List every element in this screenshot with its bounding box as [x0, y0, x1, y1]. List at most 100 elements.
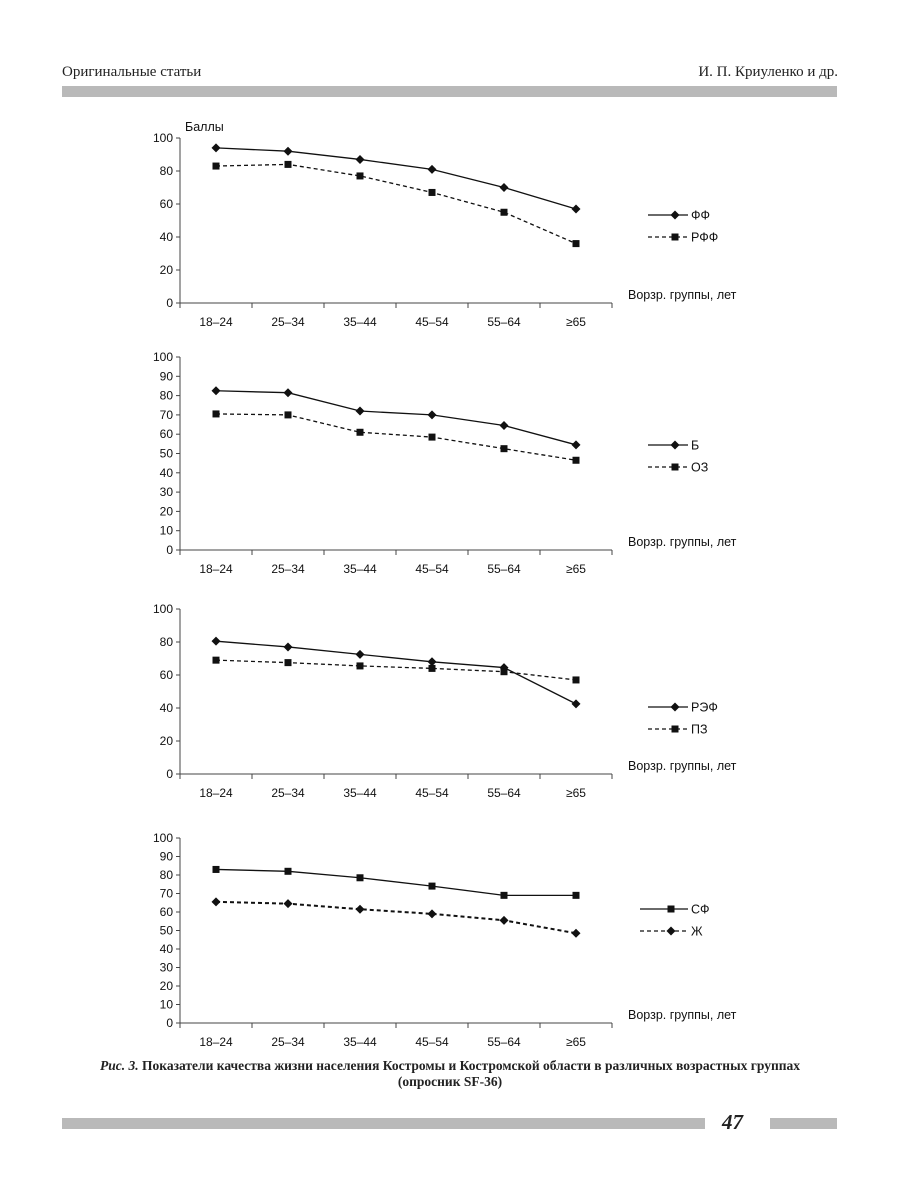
y-tick-label: 60	[160, 905, 174, 919]
x-tick-label: 35–44	[343, 786, 377, 800]
x-tick-label: ≥65	[566, 786, 586, 800]
x-tick-label: 18–24	[199, 786, 233, 800]
y-tick-label: 0	[166, 1016, 173, 1030]
x-tick-label: 55–64	[487, 562, 521, 576]
y-tick-label: 80	[160, 635, 174, 649]
x-tick-label: 45–54	[415, 1035, 449, 1049]
x-axis-label: Ворзр. группы, лет	[628, 1008, 737, 1022]
x-tick-label: 35–44	[343, 1035, 377, 1049]
y-tick-label: 10	[160, 524, 174, 538]
y-tick-label: 100	[153, 602, 173, 616]
data-point-РФФ	[284, 160, 292, 168]
y-tick-label: 20	[160, 734, 174, 748]
y-tick-label: 90	[160, 369, 174, 383]
y-tick-label: 40	[160, 701, 174, 715]
series-line-Ж	[215, 900, 577, 935]
legend-marker-СФ	[667, 905, 675, 913]
data-point-Ж	[427, 909, 437, 919]
data-point-Ж	[211, 897, 221, 907]
legend-marker-ПЗ	[671, 725, 679, 733]
data-point-РЭФ	[571, 699, 581, 709]
legend-marker-Б	[670, 440, 680, 450]
legend-marker-ОЗ	[671, 463, 679, 471]
y-tick-label: 20	[160, 263, 174, 277]
y-tick-label: 20	[160, 979, 174, 993]
x-tick-label: 45–54	[415, 315, 449, 329]
figure-label: Рис. 3.	[100, 1058, 139, 1073]
data-point-ФФ	[571, 204, 581, 214]
x-tick-label: 25–34	[271, 315, 305, 329]
data-point-Б	[211, 386, 221, 396]
data-point-РФФ	[500, 208, 508, 216]
data-point-РЭФ	[427, 657, 437, 667]
data-point-ОЗ	[356, 428, 364, 436]
legend-marker-Ж	[666, 926, 676, 936]
x-tick-label: 18–24	[199, 315, 233, 329]
data-point-Ж	[499, 915, 509, 925]
data-point-ФФ	[211, 143, 221, 153]
y-tick-label: 90	[160, 850, 174, 864]
data-point-ОЗ	[572, 456, 580, 464]
data-point-СФ	[212, 865, 220, 873]
data-point-РФФ	[212, 162, 220, 170]
series-line-РФФ	[215, 163, 577, 245]
page-number: 47	[722, 1110, 743, 1134]
y-tick-label: 100	[153, 131, 173, 145]
x-tick-label: 45–54	[415, 562, 449, 576]
legend-label-Ж: Ж	[691, 925, 703, 939]
data-point-Ж	[355, 904, 365, 914]
data-point-ПЗ	[284, 659, 292, 667]
x-axis-label: Ворзр. группы, лет	[628, 288, 737, 302]
legend-marker-РЭФ	[670, 702, 680, 712]
legend-label-РЭФ: РЭФ	[691, 701, 718, 715]
data-point-Б	[355, 406, 365, 416]
y-tick-label: 0	[166, 767, 173, 781]
data-point-РФФ	[356, 172, 364, 180]
data-point-ПЗ	[428, 664, 436, 672]
data-point-Ж	[571, 928, 581, 938]
data-point-Б	[427, 410, 437, 420]
data-point-РЭФ	[355, 649, 365, 659]
series-line-Б	[215, 390, 577, 446]
data-point-Б	[571, 440, 581, 450]
y-tick-label: 60	[160, 197, 174, 211]
y-tick-label: 60	[160, 427, 174, 441]
figure-caption-text: Показатели качества жизни населения Кост…	[138, 1058, 800, 1089]
data-point-СФ	[428, 882, 436, 890]
y-tick-label: 80	[160, 868, 174, 882]
y-tick-label: 80	[160, 389, 174, 403]
data-point-ПЗ	[356, 662, 364, 670]
y-tick-label: 100	[153, 350, 173, 364]
y-tick-label: 50	[160, 924, 174, 938]
x-tick-label: 25–34	[271, 1035, 305, 1049]
x-axis-label: Ворзр. группы, лет	[628, 759, 737, 773]
legend-marker-РФФ	[671, 233, 679, 241]
legend-marker-ФФ	[670, 210, 680, 220]
data-point-Ж	[283, 899, 293, 909]
legend-label-РФФ: РФФ	[691, 231, 718, 245]
legend-label-ПЗ: ПЗ	[691, 723, 708, 737]
y-tick-label: 30	[160, 485, 174, 499]
x-tick-label: 55–64	[487, 786, 521, 800]
footer-rule-left	[62, 1118, 705, 1129]
legend-label-ОЗ: ОЗ	[691, 461, 708, 475]
y-tick-label: 60	[160, 668, 174, 682]
y-tick-label: 20	[160, 504, 174, 518]
data-point-ПЗ	[212, 656, 220, 664]
x-tick-label: 25–34	[271, 786, 305, 800]
x-axis-label: Ворзр. группы, лет	[628, 535, 737, 549]
chart-physical-functioning: 0 20 40 60 80 100 18–24 25–34 35–44 45–54 55–64 ≥65…	[153, 120, 737, 329]
data-point-ФФ	[499, 183, 509, 192]
running-header-section: Оригинальные статьи	[62, 64, 202, 80]
data-point-РФФ	[572, 240, 580, 248]
y-tick-label: 100	[153, 831, 173, 845]
y-tick-label: 40	[160, 942, 174, 956]
x-tick-label: ≥65	[566, 1035, 586, 1049]
header-rule	[62, 86, 837, 97]
series-line-ФФ	[215, 147, 577, 210]
x-tick-label: 25–34	[271, 562, 305, 576]
x-tick-label: 35–44	[343, 315, 377, 329]
data-point-ОЗ	[284, 411, 292, 419]
figure-caption: Рис. 3. Показатели качества жизни населе…	[100, 1058, 800, 1090]
data-point-РФФ	[428, 188, 436, 196]
